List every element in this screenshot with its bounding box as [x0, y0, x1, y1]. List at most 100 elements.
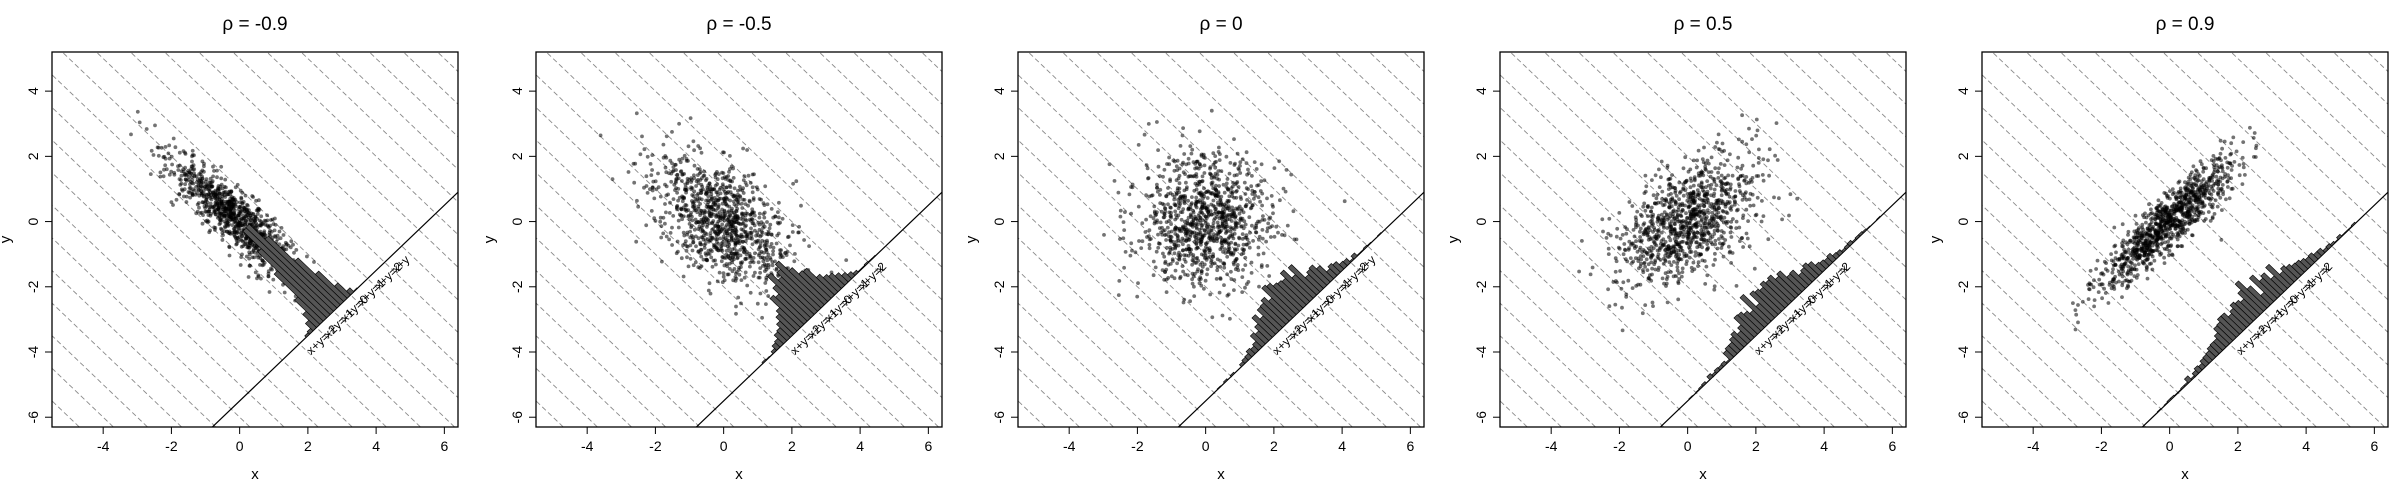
- data-point: [1220, 243, 1225, 248]
- data-point: [230, 202, 235, 207]
- data-point: [212, 225, 217, 230]
- data-point: [172, 172, 177, 177]
- data-point: [688, 116, 693, 120]
- data-point: [1696, 260, 1701, 265]
- data-point: [1173, 268, 1178, 273]
- data-point: [1184, 180, 1188, 185]
- data-point: [771, 249, 775, 254]
- data-point: [1186, 215, 1191, 220]
- grid-line: [1500, 400, 1528, 427]
- data-point: [2135, 273, 2140, 277]
- data-point: [742, 275, 747, 280]
- data-point: [743, 248, 748, 252]
- data-point: [723, 192, 728, 196]
- histogram-bar: [1857, 231, 1864, 237]
- data-point: [1676, 280, 1681, 284]
- data-point: [2114, 280, 2118, 285]
- x-tick-label: 0: [236, 438, 244, 454]
- data-point: [1614, 234, 1619, 239]
- data-point: [1727, 250, 1732, 255]
- data-point: [763, 184, 768, 189]
- data-point: [1703, 282, 1708, 286]
- data-point: [736, 201, 741, 206]
- data-point: [179, 181, 184, 186]
- data-point: [1238, 171, 1243, 175]
- data-point: [1136, 281, 1140, 285]
- data-point: [246, 275, 251, 279]
- data-point: [213, 201, 218, 205]
- data-point: [2196, 178, 2201, 183]
- data-point: [748, 264, 752, 269]
- data-point: [1687, 255, 1692, 260]
- data-point: [1654, 196, 1659, 201]
- data-point: [1207, 250, 1212, 255]
- grid-line: [1509, 52, 1904, 427]
- data-point: [1230, 205, 1235, 210]
- data-point: [248, 263, 253, 268]
- data-point: [1218, 258, 1223, 263]
- chart-title: ρ = -0.5: [706, 14, 771, 35]
- data-point: [1705, 273, 1710, 278]
- data-point: [746, 173, 751, 178]
- x-tick-label: 4: [372, 438, 380, 454]
- data-point: [1171, 158, 1176, 163]
- data-point: [1185, 185, 1189, 190]
- data-point: [2252, 131, 2257, 135]
- histogram-bar: [1713, 367, 1721, 374]
- data-point: [699, 182, 704, 187]
- data-point: [690, 204, 695, 209]
- grid-line: [1500, 106, 1836, 427]
- data-point: [1713, 251, 1717, 256]
- data-point: [723, 199, 728, 204]
- data-point: [731, 215, 736, 220]
- data-point: [197, 205, 201, 210]
- data-point: [2229, 168, 2234, 172]
- data-point: [1241, 242, 1246, 247]
- x-axis-label: x: [1217, 466, 1225, 483]
- data-point: [1664, 213, 1669, 218]
- histogram-bar: [1266, 282, 1300, 315]
- grid-line: [2298, 52, 2388, 138]
- grid-line: [34, 0, 563, 492]
- data-point: [246, 215, 251, 220]
- data-point: [208, 213, 213, 218]
- data-point: [1183, 222, 1188, 227]
- data-point: [661, 215, 666, 220]
- data-point: [1672, 260, 1676, 264]
- data-point: [176, 168, 181, 172]
- data-point: [723, 243, 728, 248]
- data-point: [2076, 303, 2080, 307]
- data-point: [2168, 244, 2173, 249]
- data-point: [1200, 199, 1205, 204]
- data-point: [1751, 163, 1756, 168]
- data-point: [1213, 186, 1218, 191]
- data-point: [1744, 207, 1749, 212]
- data-point: [1741, 216, 1745, 221]
- data-point: [1221, 204, 1226, 209]
- data-point: [1773, 153, 1777, 158]
- data-point: [691, 139, 696, 144]
- data-point: [197, 172, 202, 176]
- data-point: [729, 238, 734, 243]
- data-point: [270, 217, 275, 222]
- data-point: [2089, 282, 2094, 287]
- data-point: [192, 171, 196, 176]
- data-point: [1657, 167, 1661, 172]
- data-point: [1685, 259, 1689, 264]
- grid-line: [198, 52, 458, 301]
- data-point: [1604, 236, 1609, 240]
- x-tick-label: 4: [856, 438, 864, 454]
- data-point: [1702, 204, 1707, 208]
- data-point: [1677, 180, 1682, 185]
- data-point: [1224, 229, 1229, 234]
- data-point: [255, 212, 260, 216]
- data-point: [748, 236, 753, 241]
- grid-line: [368, 52, 458, 138]
- histogram-bar: [1342, 258, 1352, 267]
- data-point: [1705, 242, 1710, 247]
- data-point: [2220, 169, 2225, 174]
- data-point: [1713, 257, 1717, 262]
- grid-line: [613, 52, 942, 366]
- data-point: [1256, 245, 1261, 250]
- data-point: [1212, 232, 1216, 237]
